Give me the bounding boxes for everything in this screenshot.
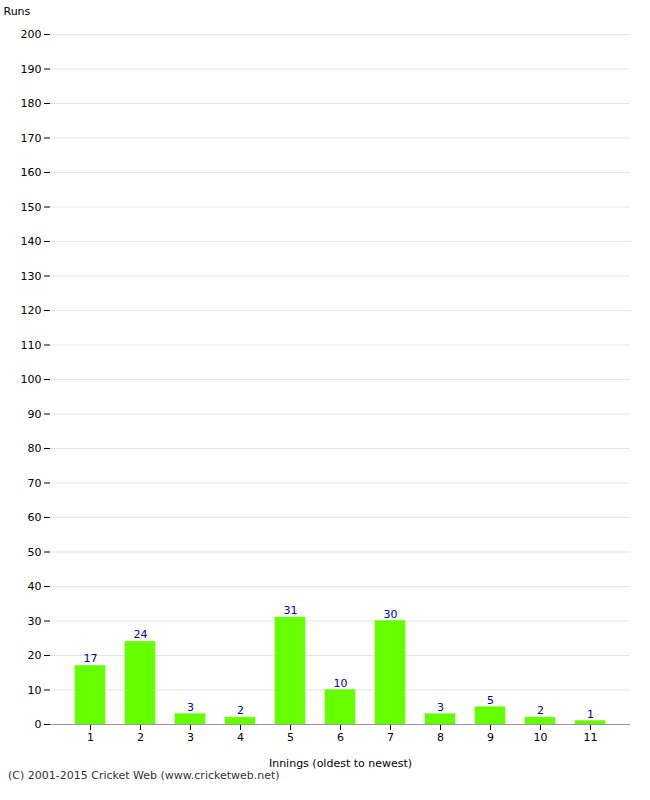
svg-text:50: 50 <box>28 546 42 559</box>
svg-text:20: 20 <box>28 649 42 662</box>
svg-text:5: 5 <box>287 731 294 744</box>
svg-text:3: 3 <box>187 731 194 744</box>
svg-text:160: 160 <box>21 166 42 179</box>
svg-text:70: 70 <box>28 477 42 490</box>
svg-text:30: 30 <box>384 608 398 621</box>
svg-text:100: 100 <box>21 373 42 386</box>
svg-text:170: 170 <box>21 132 42 145</box>
html-text:(C) 2001-2015 Cricket Web (www: (C) 2001-2015 Cricket Web (www.cricketwe… <box>8 769 280 782</box>
svg-text:8: 8 <box>437 731 444 744</box>
svg-text:10: 10 <box>334 677 348 690</box>
svg-text:24: 24 <box>134 628 148 641</box>
svg-text:10: 10 <box>534 731 548 744</box>
svg-text:31: 31 <box>284 604 298 617</box>
svg-text:0: 0 <box>35 718 42 731</box>
svg-text:90: 90 <box>28 408 42 421</box>
svg-text:2: 2 <box>137 731 144 744</box>
svg-text:9: 9 <box>487 731 494 744</box>
svg-text:120: 120 <box>21 304 42 317</box>
svg-text:3: 3 <box>187 701 194 714</box>
svg-text:60: 60 <box>28 511 42 524</box>
svg-text:17: 17 <box>84 652 98 665</box>
svg-text:7: 7 <box>387 731 394 744</box>
svg-text:190: 190 <box>21 63 42 76</box>
svg-text:5: 5 <box>487 694 494 707</box>
svg-text:180: 180 <box>21 97 42 110</box>
svg-text:4: 4 <box>237 731 244 744</box>
svg-text:2: 2 <box>237 704 244 717</box>
svg-text:10: 10 <box>28 684 42 697</box>
svg-text:2: 2 <box>537 704 544 717</box>
svg-text:Innings (oldest to newest): Innings (oldest to newest) <box>269 757 412 770</box>
svg-text:30: 30 <box>28 615 42 628</box>
svg-text:80: 80 <box>28 442 42 455</box>
svg-text:3: 3 <box>437 701 444 714</box>
svg-text:140: 140 <box>21 235 42 248</box>
svg-text:200: 200 <box>21 28 42 41</box>
svg-text:110: 110 <box>21 339 42 352</box>
svg-text:130: 130 <box>21 270 42 283</box>
svg-text:Runs: Runs <box>4 5 31 18</box>
svg-text:6: 6 <box>337 731 344 744</box>
svg-text:1: 1 <box>587 708 594 721</box>
svg-text:40: 40 <box>28 580 42 593</box>
svg-text:150: 150 <box>21 201 42 214</box>
svg-text:11: 11 <box>584 731 598 744</box>
svg-text:1: 1 <box>87 731 94 744</box>
